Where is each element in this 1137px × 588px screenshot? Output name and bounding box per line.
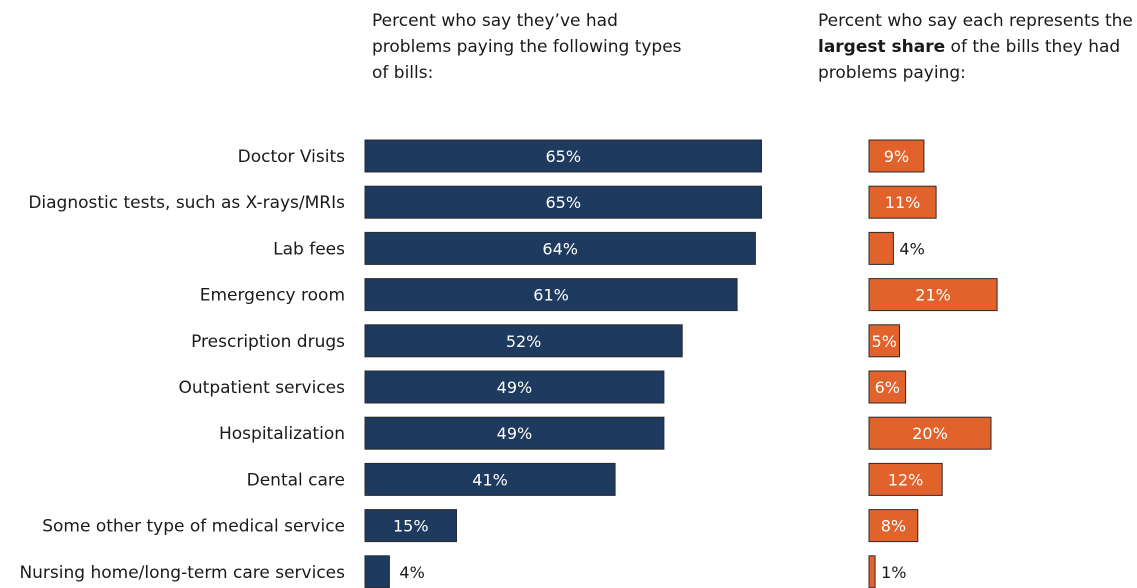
left-bar <box>364 555 390 588</box>
right-bar <box>868 324 900 358</box>
right-bar-value-label: 12% <box>888 470 924 489</box>
left-bar <box>364 324 683 358</box>
right-bar <box>868 370 907 404</box>
category-label: Dental care <box>247 470 345 490</box>
category-label: Some other type of medical service <box>42 517 345 537</box>
right-heading-text-end: of the bills they had problems paying: <box>818 37 1121 83</box>
right-heading-emphasis: largest share <box>818 37 946 57</box>
left-bar <box>364 278 738 312</box>
category-label: Prescription drugs <box>191 332 345 352</box>
category-label: Nursing home/long-term care services <box>19 563 345 583</box>
right-bar <box>868 231 894 265</box>
right-bar-value-label: 1% <box>881 563 906 582</box>
category-label: Diagnostic tests, such as X-rays/MRIs <box>28 193 345 213</box>
right-bar-value-label: 21% <box>915 286 951 305</box>
right-bar-value-label: 6% <box>875 378 900 397</box>
right-bar <box>868 416 992 450</box>
left-bar-value-label: 65% <box>545 147 581 166</box>
category-label: Emergency room <box>200 286 345 306</box>
right-panel-heading: Percent who say each represents the larg… <box>818 8 1137 86</box>
right-bar <box>868 555 876 588</box>
left-bar-value-label: 61% <box>533 286 569 305</box>
right-bar <box>868 278 998 312</box>
left-bar-value-label: 15% <box>393 517 429 536</box>
right-bar <box>868 139 925 173</box>
category-label: Lab fees <box>273 239 345 259</box>
left-bar-value-label: 49% <box>497 378 533 397</box>
left-bar-value-label: 65% <box>545 193 581 212</box>
category-label: Outpatient services <box>179 378 346 398</box>
left-bar-value-label: 64% <box>542 239 578 258</box>
left-bar <box>364 462 616 496</box>
left-bar-value-label: 4% <box>399 563 424 582</box>
left-bar <box>364 370 665 404</box>
left-bar-value-label: 41% <box>472 470 508 489</box>
right-bar-value-label: 5% <box>872 332 897 351</box>
category-label: Hospitalization <box>219 424 345 444</box>
left-bar <box>364 185 762 219</box>
left-panel-heading: Percent who say they’ve had problems pay… <box>372 11 682 83</box>
left-bar <box>364 139 762 173</box>
right-bar-value-label: 4% <box>899 239 924 258</box>
right-heading-text-start: Percent who say each represents the <box>818 11 1133 31</box>
left-bar <box>364 231 756 265</box>
right-bar-value-label: 20% <box>912 424 948 443</box>
category-label: Doctor Visits <box>238 147 346 167</box>
right-bar-value-label: 11% <box>885 193 921 212</box>
left-bar <box>364 416 665 450</box>
left-bar-value-label: 49% <box>497 424 533 443</box>
right-bar <box>868 185 937 219</box>
right-bar-value-label: 8% <box>881 517 906 536</box>
right-bar <box>868 462 943 496</box>
right-bar <box>868 509 919 543</box>
right-bar-value-label: 9% <box>884 147 909 166</box>
left-bar-value-label: 52% <box>506 332 542 351</box>
left-bar <box>364 509 457 543</box>
